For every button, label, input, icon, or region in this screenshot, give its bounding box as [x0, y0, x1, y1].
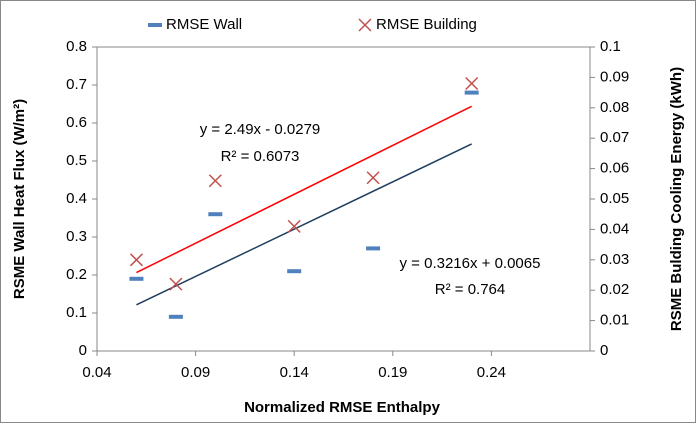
marker-x — [208, 174, 222, 188]
y2-tick-label: 0 — [600, 342, 608, 359]
y-tick-label: 0.5 — [66, 152, 87, 169]
y-tick-label: 0 — [79, 342, 87, 359]
x-tick-label: 0.09 — [181, 364, 210, 381]
y2-tick-label: 0.1 — [600, 38, 621, 55]
y2-tick-label: 0.04 — [600, 220, 629, 237]
y2-tick-label: 0.06 — [600, 160, 629, 177]
y2-tick-label: 0.08 — [600, 99, 629, 116]
y2-tick-label: 0.02 — [600, 281, 629, 298]
marker-x — [287, 219, 301, 233]
y2-axis-title: RSME Bulding Cooling Energy (kWh) — [668, 67, 685, 331]
trendline-equation: y = 2.49x - 0.0279 — [200, 121, 321, 138]
y-tick-label: 0.2 — [66, 266, 87, 283]
y-tick-label: 0.3 — [66, 228, 87, 245]
y-tick-label: 0.7 — [66, 76, 87, 93]
y2-tick-label: 0.09 — [600, 68, 629, 85]
x-tick-label: 0.14 — [280, 364, 309, 381]
marker-dash — [168, 314, 183, 319]
legend-label: RMSE Wall — [166, 16, 242, 33]
marker-dash — [464, 90, 479, 95]
y-tick-label: 0.6 — [66, 114, 87, 131]
legend-label: RMSE Building — [376, 16, 477, 33]
marker-x — [366, 171, 380, 185]
x-axis-title: Normalized RMSE Enthalpy — [244, 399, 441, 416]
y-axis-title: RSME Wall Heat Flux (W/m²) — [11, 99, 28, 299]
marker-dash — [208, 212, 223, 217]
x-tick-label: 0.19 — [378, 364, 407, 381]
marker-x — [358, 18, 372, 32]
marker-x — [129, 253, 143, 267]
marker-dash — [366, 246, 381, 251]
marker-x — [169, 277, 183, 291]
marker-dash — [287, 269, 302, 274]
y-tick-label: 0.1 — [66, 304, 87, 321]
trendline-r-squared: R² = 0.6073 — [221, 148, 300, 165]
y2-tick-label: 0.07 — [600, 129, 629, 146]
y2-tick-label: 0.01 — [600, 312, 629, 329]
marker-dash — [148, 23, 162, 27]
trendline-equation: y = 0.3216x + 0.0065 — [400, 255, 541, 272]
y2-tick-label: 0.05 — [600, 190, 629, 207]
y-tick-label: 0.4 — [66, 190, 87, 207]
marker-dash — [129, 276, 144, 281]
x-tick-label: 0.24 — [477, 364, 506, 381]
trendline — [136, 105, 473, 274]
y-tick-label: 0.8 — [66, 38, 87, 55]
trendline-r-squared: R² = 0.764 — [435, 281, 505, 298]
x-tick-label: 0.04 — [82, 364, 111, 381]
y2-tick-label: 0.03 — [600, 251, 629, 268]
marker-x — [465, 76, 479, 91]
trendline — [136, 143, 473, 306]
